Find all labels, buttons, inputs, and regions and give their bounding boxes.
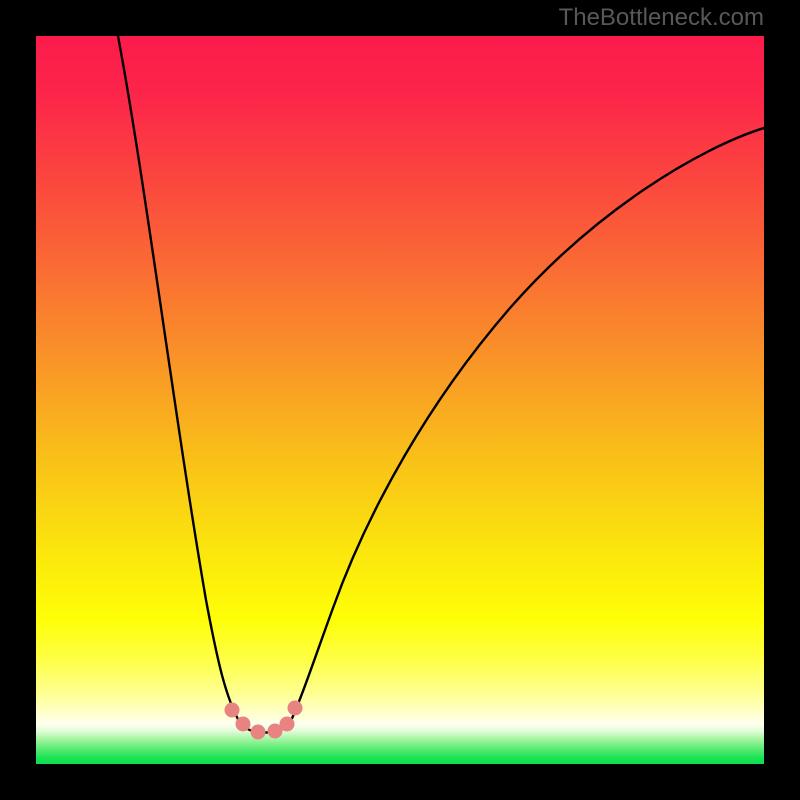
watermark-text: TheBottleneck.com xyxy=(559,4,764,32)
curve-overlay xyxy=(36,36,764,764)
curve-dots xyxy=(225,701,303,740)
v-curve xyxy=(118,36,764,733)
curve-dot xyxy=(251,725,266,740)
stage: TheBottleneck.com xyxy=(0,0,800,800)
curve-dot xyxy=(288,701,303,716)
plot-area xyxy=(36,36,764,764)
curve-dot xyxy=(280,717,295,732)
curve-dot xyxy=(236,717,251,732)
curve-dot xyxy=(225,703,240,718)
